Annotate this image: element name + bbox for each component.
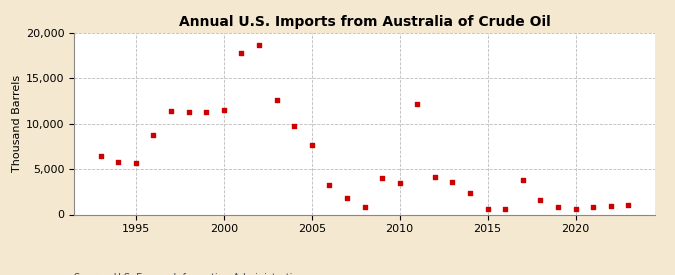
Point — [95, 153, 106, 158]
Point — [500, 207, 510, 211]
Point — [535, 198, 546, 202]
Point — [342, 196, 352, 200]
Point — [254, 43, 265, 47]
Point — [183, 110, 194, 114]
Point — [570, 207, 581, 211]
Point — [200, 110, 211, 114]
Point — [236, 51, 247, 55]
Point — [289, 123, 300, 128]
Point — [482, 207, 493, 211]
Text: Source: U.S. Energy Information Administration: Source: U.S. Energy Information Administ… — [74, 273, 305, 275]
Point — [219, 108, 230, 112]
Point — [447, 180, 458, 184]
Point — [464, 191, 475, 195]
Point — [623, 202, 634, 207]
Point — [394, 181, 405, 185]
Point — [130, 161, 141, 165]
Y-axis label: Thousand Barrels: Thousand Barrels — [11, 75, 22, 172]
Point — [605, 204, 616, 208]
Point — [412, 101, 423, 106]
Point — [113, 160, 124, 164]
Point — [148, 133, 159, 137]
Point — [429, 175, 440, 180]
Point — [377, 176, 387, 180]
Point — [588, 205, 599, 210]
Title: Annual U.S. Imports from Australia of Crude Oil: Annual U.S. Imports from Australia of Cr… — [179, 15, 550, 29]
Point — [165, 109, 176, 113]
Point — [306, 142, 317, 147]
Point — [271, 98, 282, 102]
Point — [553, 205, 564, 210]
Point — [359, 205, 370, 210]
Point — [518, 178, 529, 182]
Point — [324, 183, 335, 188]
